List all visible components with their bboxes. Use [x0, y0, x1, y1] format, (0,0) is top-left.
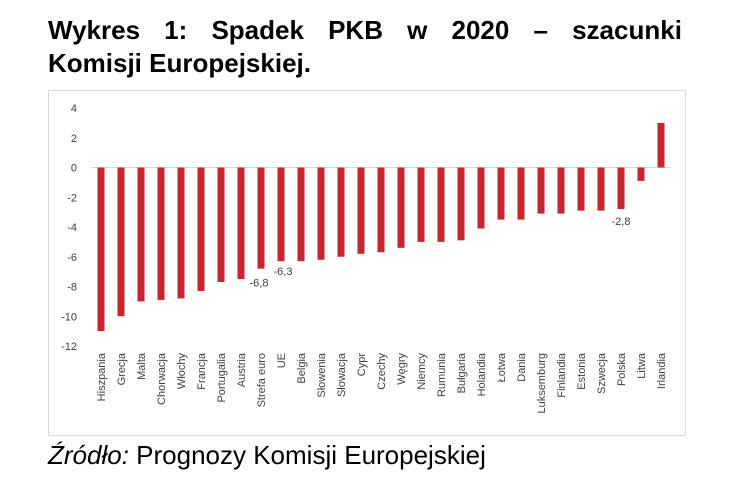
x-tick-label: Strefa euro: [256, 353, 268, 407]
y-tick-label: -2: [67, 192, 77, 204]
title-word: 1:: [164, 15, 188, 45]
bar: [577, 167, 585, 211]
bar: [557, 167, 565, 214]
source-label: Źródło:: [48, 440, 129, 470]
data-label: -2,8: [612, 216, 631, 228]
bar: [257, 167, 265, 269]
x-tick-label: Austria: [236, 352, 248, 387]
chart-title: Wykres 1: Spadek PKB w 2020– szacunki Komisji …: [48, 14, 682, 80]
bar: [277, 167, 285, 262]
title-word: Wykres: [48, 15, 141, 45]
x-tick-label: Węgry: [396, 353, 408, 385]
chart-title-line-1: Wykres 1: Spadek PKB w 2020– szacunki: [48, 14, 682, 47]
y-tick-label: 4: [71, 103, 77, 115]
x-tick-label: UE: [276, 353, 288, 368]
title-word: szacunki: [572, 15, 682, 45]
chart-title-line-2: Komisji Europejskiej.: [48, 48, 311, 78]
bar: [357, 167, 365, 254]
bar: [397, 167, 405, 248]
x-tick-label: Portugalia: [216, 352, 228, 402]
x-tick-label: Belgia: [296, 352, 308, 383]
x-tick-label: Francja: [196, 352, 208, 390]
data-label: -6,8: [250, 278, 269, 290]
x-tick-label: Luksemburg: [536, 353, 548, 414]
x-tick-label: Słowacja: [336, 352, 348, 397]
bar: [377, 167, 385, 253]
y-tick-label: -6: [67, 252, 77, 264]
bar: [417, 167, 425, 242]
bar: [457, 167, 465, 241]
x-tick-label: Estonia: [576, 352, 588, 390]
x-tick-label: Niemcy: [416, 353, 428, 390]
x-tick-label: Bułgaria: [456, 352, 468, 393]
x-tick-label: Hiszpania: [96, 352, 108, 401]
bar-chart: 4 2 0 -2 -4 -6 -8 -10 -12 Hiszpania Grecja Malta Cho…: [61, 103, 671, 414]
bar: [237, 167, 245, 280]
y-tick-label: -12: [61, 341, 77, 353]
bar: [497, 167, 505, 220]
x-tick-label: Włochy: [176, 353, 188, 390]
x-tick-label: Szwecja: [596, 352, 608, 394]
bar: [217, 167, 225, 283]
source-note: Źródło: Prognozy Komisji Europejskiej: [48, 440, 486, 471]
source-text: Prognozy Komisji Europejskiej: [128, 440, 486, 470]
x-tick-label: Holandia: [476, 352, 488, 396]
x-tick-label: Rumunia: [436, 352, 448, 397]
y-tick-label: -10: [61, 311, 77, 323]
title-word: PKB: [328, 15, 383, 45]
x-tick-label: Irlandia: [656, 352, 668, 389]
x-tick-label: Polska: [616, 352, 628, 386]
y-tick-label: -4: [67, 222, 77, 234]
title-word: 2020: [451, 15, 510, 45]
bar: [117, 167, 125, 317]
bar: [597, 167, 605, 211]
bar: [317, 167, 325, 260]
bar: [337, 167, 345, 257]
bar: [637, 167, 645, 181]
y-tick-label: -8: [67, 282, 77, 294]
bar: [177, 167, 185, 299]
bar: [537, 167, 545, 214]
y-tick-label: 0: [71, 163, 77, 175]
x-tick-label: Łotwa: [496, 352, 508, 382]
x-tick-label: Słowenia: [316, 352, 328, 398]
bar: [617, 167, 625, 210]
x-tick-label: Grecja: [116, 352, 128, 385]
x-tick-label: Finlandia: [556, 352, 568, 398]
bar: [517, 167, 525, 220]
bar: [157, 167, 165, 300]
bar: [137, 167, 145, 302]
y-tick-label: 2: [71, 133, 77, 145]
x-tick-label: Cypr: [356, 353, 368, 377]
bar: [477, 167, 485, 229]
title-word: –: [533, 15, 548, 45]
x-tick-label: Dania: [516, 352, 528, 382]
x-tick-label: Czechy: [376, 353, 388, 390]
bar: [297, 167, 305, 262]
x-tick-label: Litwa: [636, 352, 648, 379]
bar: [197, 167, 205, 291]
x-tick-label: Chorwacja: [156, 352, 168, 405]
title-word: w: [407, 15, 428, 45]
chart-area: 4 2 0 -2 -4 -6 -8 -10 -12 Hiszpania Grecja Malta Cho…: [48, 90, 686, 436]
title-word: Spadek: [211, 15, 304, 45]
bar: [657, 122, 665, 168]
data-label: -6,3: [274, 266, 293, 278]
x-tick-label: Malta: [136, 352, 148, 380]
bar: [97, 167, 105, 332]
bar: [437, 167, 445, 242]
